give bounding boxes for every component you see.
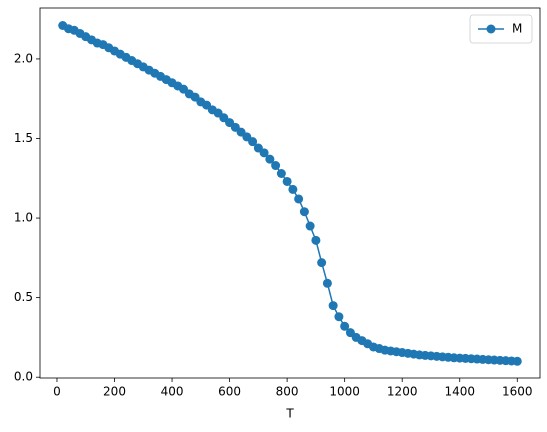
x-tick-label: 200 [103,385,126,399]
series-line [62,24,518,363]
data-point [265,154,275,164]
y-tick-label: 0.5 [14,290,33,304]
data-point [328,301,338,311]
data-point [288,184,298,194]
x-tick-label: 1000 [329,385,360,399]
y-tick-label: 2.0 [14,51,33,65]
x-tick-label: 600 [218,385,241,399]
data-point [311,235,321,245]
x-tick-label: 0 [53,385,61,399]
data-point [322,278,332,288]
x-axis-label: T [285,407,294,421]
y-tick-label: 1.0 [14,211,33,225]
legend-marker [486,24,496,34]
y-tick-label: 1.5 [14,131,33,145]
x-tick-label: 1600 [502,385,533,399]
data-point [294,194,304,204]
data-point [512,356,522,366]
data-point [334,312,344,322]
data-point [271,161,281,171]
data-point [259,148,269,158]
x-tick-label: 1400 [444,385,475,399]
x-tick-label: 400 [161,385,184,399]
y-tick-label: 0.0 [14,370,33,384]
legend-label: M [512,22,522,36]
data-point [305,221,315,231]
x-tick-label: 1200 [387,385,418,399]
data-point [248,137,258,147]
data-point [340,321,350,331]
data-point [299,207,309,217]
data-point [282,176,292,186]
x-tick-label: 800 [276,385,299,399]
data-point [317,258,327,268]
plot-frame [39,7,541,379]
data-point [276,169,286,179]
